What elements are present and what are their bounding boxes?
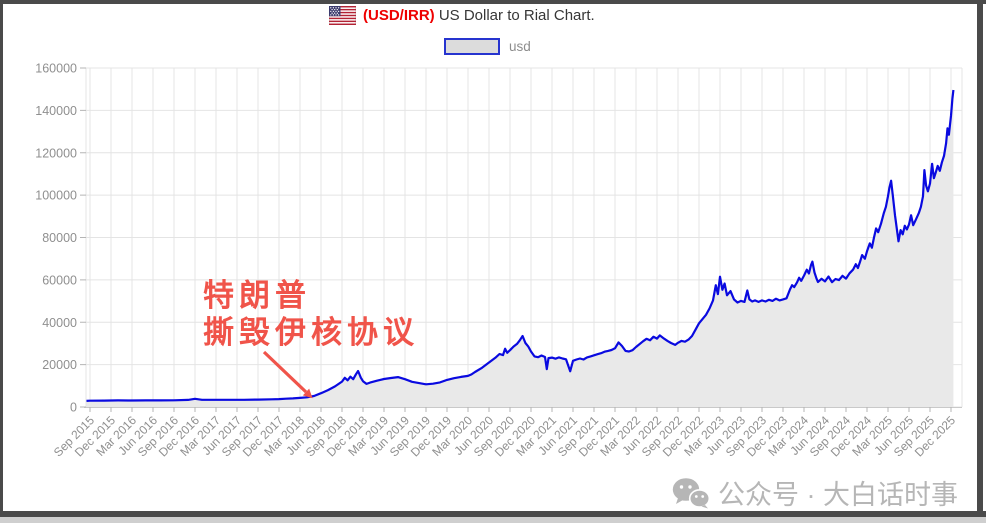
chart-title: (USD/IRR) US Dollar to Rial Chart. xyxy=(329,6,595,25)
title-text: (USD/IRR) US Dollar to Rial Chart. xyxy=(363,7,595,24)
page-background-strip xyxy=(0,517,986,523)
y-axis-label: 100000 xyxy=(35,189,77,203)
legend-item-usd[interactable]: usd xyxy=(444,38,531,55)
y-axis-label: 80000 xyxy=(42,231,77,245)
y-axis-label: 20000 xyxy=(42,358,77,372)
annotation-arrow-head xyxy=(302,388,313,399)
annotation-line2: 撕毁伊核协议 xyxy=(203,315,419,350)
y-axis-label: 0 xyxy=(70,401,77,415)
usd-area-fill xyxy=(86,90,954,407)
y-axis-label: 60000 xyxy=(42,273,77,287)
annotation-line1: 特朗普 xyxy=(203,278,311,313)
legend-swatch xyxy=(444,38,500,55)
frame-border-right xyxy=(977,0,983,517)
y-axis-label: 140000 xyxy=(35,104,77,118)
y-axis-label: 40000 xyxy=(42,316,77,330)
frame-border-bottom xyxy=(0,511,986,517)
title-rest: US Dollar to Rial Chart. xyxy=(434,7,595,24)
us-flag-icon xyxy=(329,6,356,25)
watermark-text: 公众号 · 大白话时事 xyxy=(718,480,958,510)
legend-label: usd xyxy=(509,39,531,54)
y-axis-label: 120000 xyxy=(35,146,77,160)
wechat-icon xyxy=(672,477,710,508)
frame-border-top xyxy=(0,0,986,4)
frame-border-left xyxy=(0,0,3,517)
usd-series-line xyxy=(86,89,955,402)
annotation-arrow-shaft xyxy=(262,350,308,394)
watermark: 公众号 · 大白话时事 xyxy=(672,473,958,512)
currency-pair: (USD/IRR) xyxy=(363,7,435,24)
y-axis-label: 160000 xyxy=(35,62,77,76)
